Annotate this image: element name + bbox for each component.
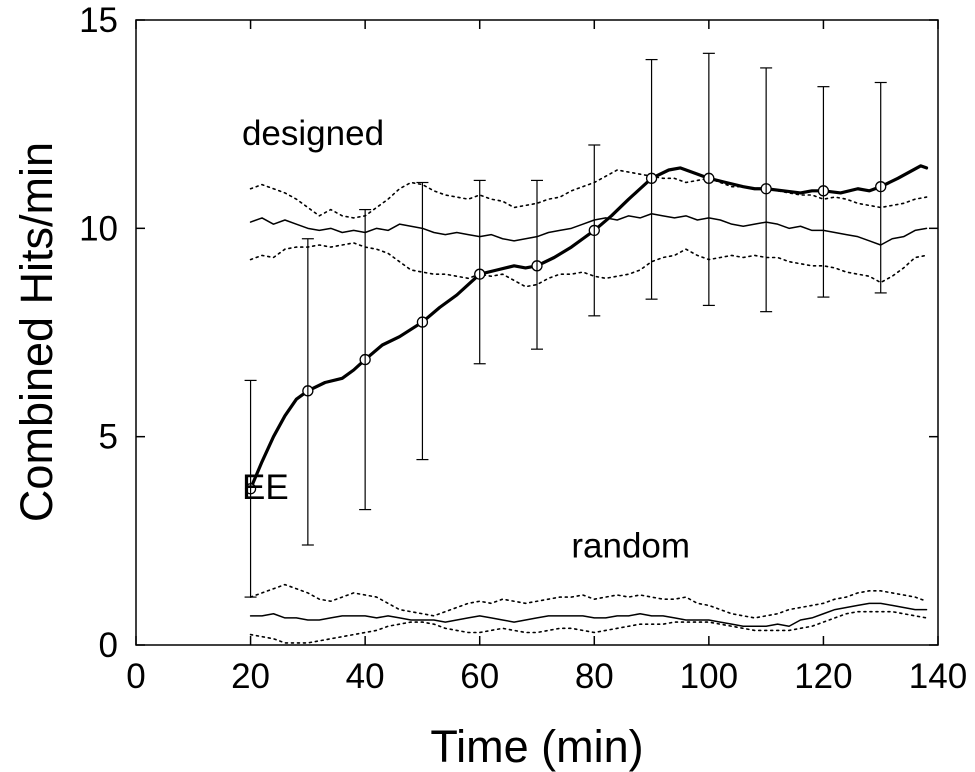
series-line-random xyxy=(249,602,928,627)
y-tick-label: 10 xyxy=(79,209,118,248)
annotations: designed EE random xyxy=(242,114,690,566)
series-line-designed-upper xyxy=(249,169,928,219)
x-tick-label: 20 xyxy=(231,657,270,696)
series-line-random-lower xyxy=(249,610,928,644)
y-tick-label: 0 xyxy=(99,626,118,665)
x-tick-label: 0 xyxy=(126,657,145,696)
x-tick-label: 60 xyxy=(460,657,499,696)
annotation-label: designed xyxy=(242,114,384,153)
series-line-designed-lower xyxy=(249,242,928,288)
x-axis-title: Time (min) xyxy=(430,721,643,772)
series-line-random-upper xyxy=(249,583,928,619)
x-tick-label: 80 xyxy=(575,657,614,696)
y-ticks: 0 5 10 15 xyxy=(79,1,938,665)
x-tick-label: 40 xyxy=(346,657,385,696)
x-tick-label: 140 xyxy=(909,657,967,696)
series-line-designed xyxy=(249,213,928,246)
annotation-label: random xyxy=(571,527,690,566)
x-tick-label: 120 xyxy=(794,657,852,696)
x-ticks: 0 20 40 60 80 100 120 140 xyxy=(126,20,967,696)
x-tick-label: 100 xyxy=(680,657,738,696)
y-tick-label: 15 xyxy=(79,1,118,40)
annotation-label: EE xyxy=(242,468,289,507)
plot-errorbars xyxy=(244,52,887,598)
y-axis-title: Combined Hits/min xyxy=(11,142,62,522)
plot-frame xyxy=(135,19,939,646)
y-tick-label: 5 xyxy=(99,418,118,457)
